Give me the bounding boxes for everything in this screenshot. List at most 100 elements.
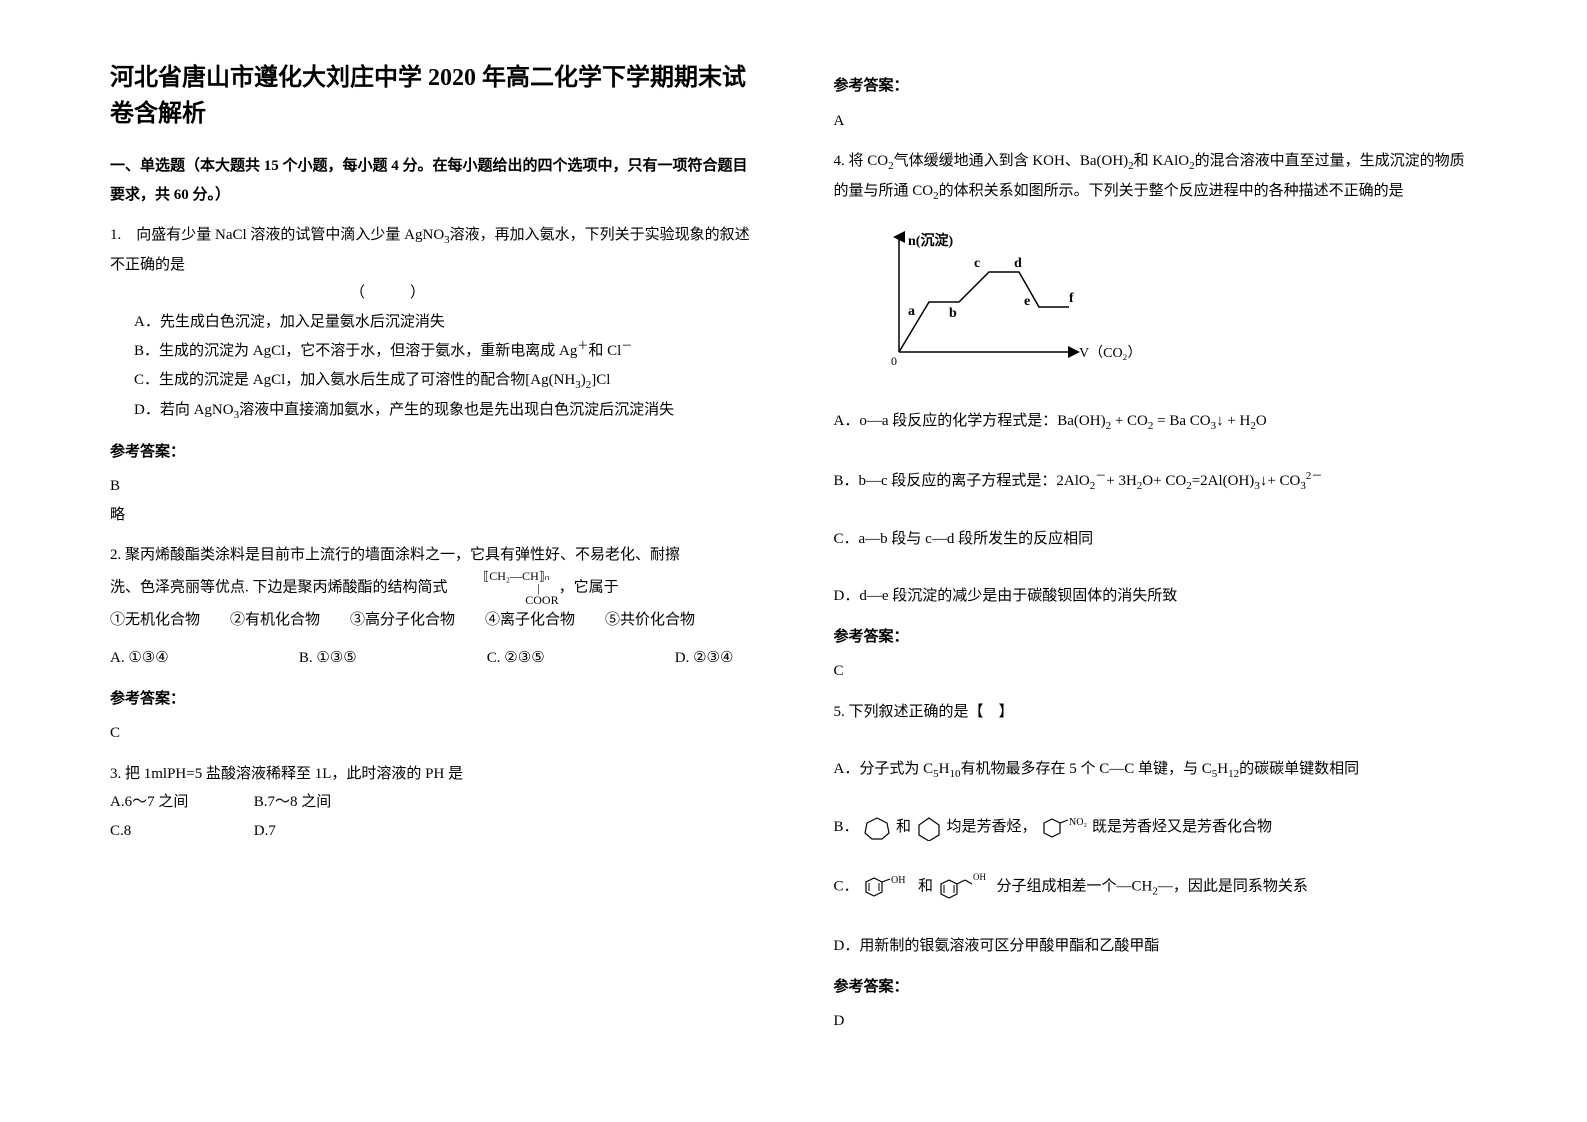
q3-opts-row1: A.6～7 之间 B.7～8 之间: [110, 788, 754, 817]
q4-s2: 气体缓缓地通入到含 KOH、Ba(OH): [894, 153, 1129, 169]
q5-optB: B． 和 均是芳香烃， NO₂ 既是芳香烃又是芳香化合物: [834, 813, 1478, 842]
q5A-m3: H: [1217, 761, 1228, 777]
q2-answer-label: 参考答案：: [110, 685, 754, 714]
q3-answer-label: 参考答案：: [834, 72, 1478, 101]
q1-optD: D．若向 AgNO3溶液中直接滴加氨水，产生的现象也是先出现白色沉淀后沉淀消失: [134, 396, 754, 426]
q5B-suf: 既是芳香烃又是芳香化合物: [1092, 819, 1272, 835]
q4-graph: n(沉淀) a b c d e f 0 V（CO₂）: [874, 227, 1478, 388]
svg-text:OH: OH: [891, 875, 905, 886]
q4B-m: + 3H: [1106, 473, 1137, 489]
q4-s3: 和 KAlO: [1134, 153, 1189, 169]
q4A-m: + CO: [1111, 413, 1148, 429]
q5B-m: 和: [896, 819, 911, 835]
q4-optD: D．d—e 段沉淀的减少是由于碳酸钡固体的消失所致: [834, 582, 1478, 611]
q5B-pre: B．: [834, 819, 859, 835]
q2-stem2: 洗、色泽亮丽等优点. 下边是聚丙烯酸酯的结构简式: [110, 579, 448, 595]
q4-s1: 4. 将 CO: [834, 153, 889, 169]
pt-c: c: [974, 256, 980, 271]
q4B-sup1: －: [1095, 470, 1106, 482]
q4-s5: 的体积关系如图所示。下列关于整个反应进程中的各种描述不正确的是: [939, 183, 1404, 199]
q4-optB: B．b—c 段反应的离子方程式是：2AlO2－+ 3H2O+ CO2=2Al(O…: [834, 466, 1478, 497]
q4B-sup2: 2－: [1306, 470, 1323, 482]
q1-optC-pre: C．生成的沉淀是 AgCl，加入氨水后生成了可溶性的配合物[Ag(NH: [134, 372, 575, 388]
q2-optB: B. ①③⑤: [299, 644, 377, 673]
q3-optA: A.6～7 之间: [110, 788, 250, 817]
sup-minus: －: [621, 340, 632, 352]
q4-optC: C．a—b 段与 c—d 段所发生的反应相同: [834, 525, 1478, 554]
pt-e: e: [1024, 294, 1030, 309]
q1-stem-prefix: 1. 向盛有少量 NaCl 溶液的试管中滴入少量 AgNO: [110, 227, 444, 243]
q4B-m3: =2Al(OH): [1192, 473, 1255, 489]
pt-f: f: [1069, 291, 1074, 306]
q5-optC: C． OH 和 OH 分子组成相差一个—CH2—，因此是同系物关系: [834, 870, 1478, 904]
q4B-pre: B．b—c 段反应的离子方程式是：2AlO: [834, 473, 1090, 489]
q3-optC: C.8: [110, 817, 250, 846]
q4A-end: O: [1256, 413, 1267, 429]
q1-optC-suf: ]Cl: [591, 372, 610, 388]
q4B-m2: O+ CO: [1142, 473, 1186, 489]
origin-0: 0: [891, 354, 897, 368]
phenol-icon: OH: [862, 872, 914, 902]
q2-optC: C. ②③⑤: [487, 644, 565, 673]
formula-mid: |: [537, 582, 558, 594]
pt-d: d: [1014, 256, 1022, 271]
pt-a: a: [908, 304, 915, 319]
q5C-m: 和: [918, 878, 933, 894]
q5-optA: A．分子式为 C5H10有机物最多存在 5 个 C—C 单键，与 C5H12的碳…: [834, 755, 1478, 785]
q2-stem3: ，它属于: [559, 579, 619, 595]
sup-plus: ＋: [577, 340, 588, 352]
q5-answer: D: [834, 1007, 1478, 1036]
section-1-header: 一、单选题（本大题共 15 个小题，每小题 4 分。在每小题给出的四个选项中，只…: [110, 152, 754, 209]
cyclohexane-icon: [915, 815, 943, 841]
sub-3b: 3: [575, 379, 581, 391]
q1-optB-pre: B．生成的沉淀为 AgCl，它不溶于水，但溶于氨水，重新电离成 Ag: [134, 343, 577, 359]
q3-opts-row2: C.8 D.7: [110, 817, 754, 846]
benzylalcohol-icon: OH: [937, 870, 993, 904]
q4A-suf: ↓ + H: [1216, 413, 1250, 429]
q5B-m2: 均是芳香烃，: [947, 819, 1037, 835]
q2-answer: C: [110, 719, 754, 748]
q5A-m1: H: [939, 761, 950, 777]
svg-text:OH: OH: [973, 872, 986, 882]
ylabel: n(沉淀): [908, 232, 953, 249]
q3-stem: 3. 把 1mlPH=5 盐酸溶液稀释至 1L，此时溶液的 PH 是: [110, 760, 754, 789]
cycloheptane-icon: [862, 815, 892, 841]
q1-note: 略: [110, 501, 754, 530]
question-3: 3. 把 1mlPH=5 盐酸溶液稀释至 1L，此时溶液的 PH 是 A.6～7…: [110, 760, 754, 846]
polymer-formula: ⟦CH₂—CH⟧ₙ | COOR: [481, 570, 558, 606]
q5A-suf: 的碳碳单键数相同: [1239, 761, 1359, 777]
q1-answer: B: [110, 472, 754, 501]
precipitate-graph-icon: n(沉淀) a b c d e f 0 V（CO₂）: [874, 227, 1134, 377]
nitrobenzene-icon: NO₂: [1040, 815, 1088, 841]
exam-title: 河北省唐山市遵化大刘庄中学 2020 年高二化学下学期期末试卷含解析: [110, 60, 754, 132]
formula-top: ⟦CH₂—CH⟧ₙ: [483, 570, 558, 582]
q1-optC: C．生成的沉淀是 AgCl，加入氨水后生成了可溶性的配合物[Ag(NH3)2]C…: [134, 366, 754, 396]
q3-answer: A: [834, 107, 1478, 136]
q5-stem: 5. 下列叙述正确的是【 】: [834, 698, 1478, 727]
q5A-m2: 有机物最多存在 5 个 C—C 单键，与 C: [960, 761, 1211, 777]
q5C-pre: C．: [834, 878, 859, 894]
q5-answer-label: 参考答案：: [834, 973, 1478, 1002]
q4B-m4: ↓+ CO: [1260, 473, 1301, 489]
question-5: 5. 下列叙述正确的是【 】 A．分子式为 C5H10有机物最多存在 5 个 C…: [834, 698, 1478, 961]
q5A-pre: A．分子式为 C: [834, 761, 934, 777]
question-1: 1. 向盛有少量 NaCl 溶液的试管中滴入少量 AgNO3溶液，再加入氨水，下…: [110, 221, 754, 426]
q4-answer: C: [834, 657, 1478, 686]
q1-optB: B．生成的沉淀为 AgCl，它不溶于水，但溶于氨水，重新电离成 Ag＋和 Cl－: [134, 336, 754, 366]
q5C-suf: 分子组成相差一个—CH: [997, 878, 1153, 894]
formula-bot: COOR: [525, 594, 558, 606]
q1-optD-pre: D．若向 AgNO: [134, 402, 234, 418]
left-column: 河北省唐山市遵化大刘庄中学 2020 年高二化学下学期期末试卷含解析 一、单选题…: [90, 60, 794, 1062]
q1-optB-mid: 和 Cl: [588, 343, 621, 359]
q2-optA: A. ①③④: [110, 644, 189, 673]
question-2: 2. 聚丙烯酸酯类涂料是目前市上流行的墙面涂料之一，它具有弹性好、不易老化、耐擦…: [110, 541, 754, 673]
q5A-s4: 12: [1228, 768, 1239, 780]
q1-optD-suf: 溶液中直接滴加氨水，产生的现象也是先出现白色沉淀后沉淀消失: [239, 402, 674, 418]
q2-options: A. ①③④ B. ①③⑤ C. ②③⑤ D. ②③④: [110, 644, 754, 673]
q2-categories: ①无机化合物 ②有机化合物 ③高分子化合物 ④离子化合物 ⑤共价化合物: [110, 606, 754, 635]
xlabel: V（CO₂）: [1079, 345, 1134, 361]
q3-optD: D.7: [254, 823, 276, 839]
q1-optA: A．先生成白色沉淀，加入足量氨水后沉淀消失: [134, 308, 754, 337]
q2-stem-line2: 洗、色泽亮丽等优点. 下边是聚丙烯酸酯的结构简式 ⟦CH₂—CH⟧ₙ | COO…: [110, 570, 754, 606]
q4-answer-label: 参考答案：: [834, 623, 1478, 652]
